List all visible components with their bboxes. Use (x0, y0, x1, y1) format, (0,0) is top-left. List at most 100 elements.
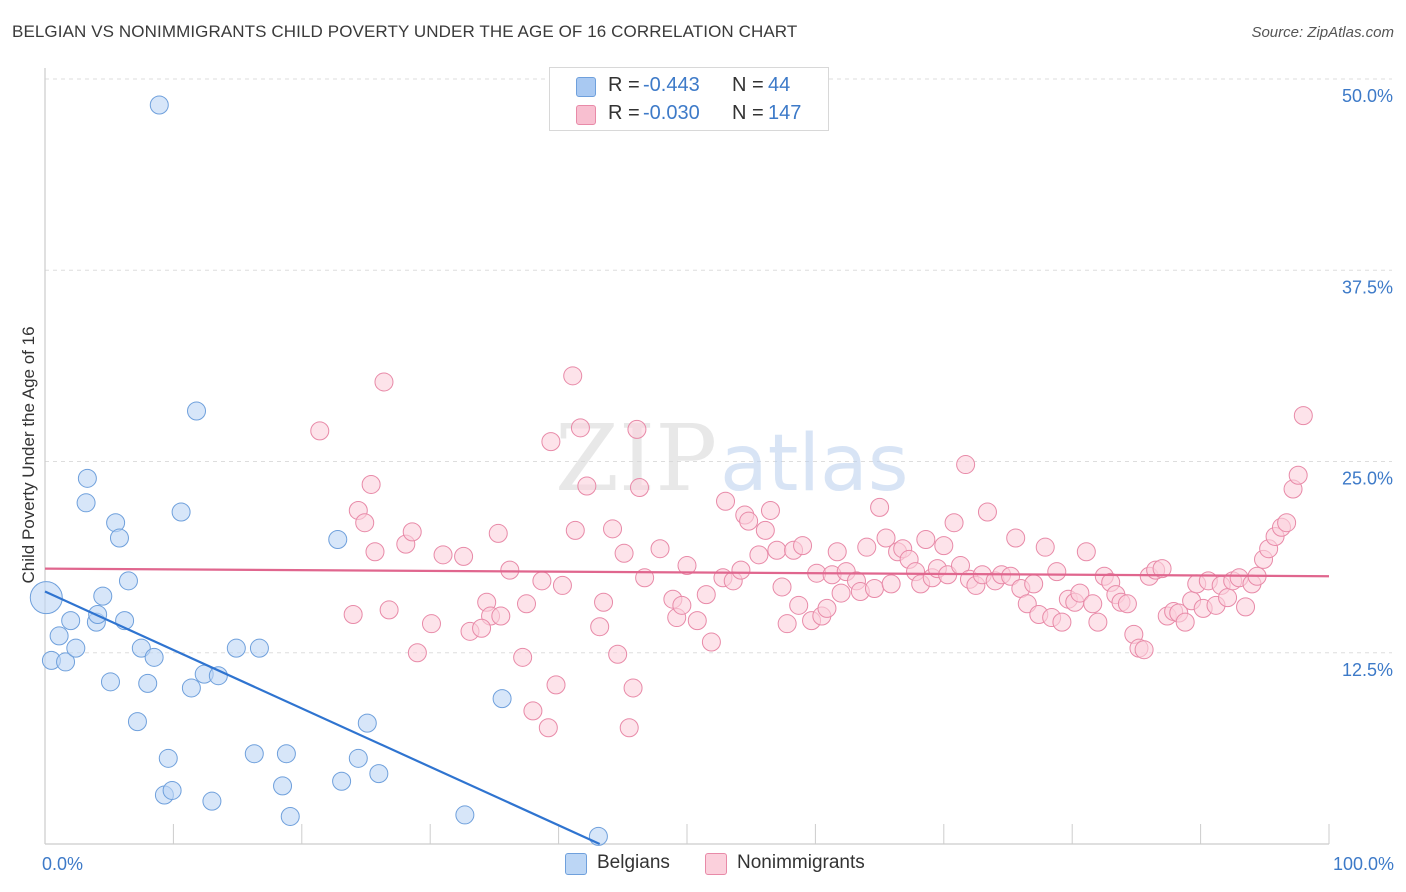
nonimmigrants-point (650, 539, 670, 559)
nonimmigrants-point (944, 513, 964, 533)
legend-r-label: R = (608, 74, 640, 96)
nonimmigrants-point (817, 598, 837, 618)
nonimmigrants-point (1047, 562, 1067, 582)
nonimmigrants-point (1006, 528, 1026, 548)
nonimmigrants-point (619, 718, 639, 738)
nonimmigrants-point (1024, 574, 1044, 594)
nonimmigrants-point (760, 500, 780, 520)
belgians-point (77, 468, 97, 488)
y-axis-title: Child Poverty Under the Age of 16 (19, 326, 38, 583)
nonimmigrants-point (590, 617, 610, 637)
belgians-point (348, 748, 368, 768)
legend-n-label: N = (732, 74, 764, 96)
chart-source: Source: ZipAtlas.com (1251, 24, 1394, 41)
nonimmigrants-point (355, 513, 375, 533)
belgians-point (56, 652, 76, 672)
nonimmigrants-point (857, 537, 877, 557)
belgians-point (138, 673, 158, 693)
nonimmigrants-point (577, 476, 597, 496)
y-tick-label: 12.5% (1342, 660, 1393, 680)
nonimmigrants-point (672, 595, 692, 615)
belgians-point (276, 744, 296, 764)
nonimmigrants-point (1070, 583, 1090, 603)
nonimmigrants-point (523, 701, 543, 721)
legend-row-nonimmigrants: R = -0.030 N = 147 (550, 100, 828, 128)
y-tick-label: 50.0% (1342, 86, 1393, 106)
nonimmigrants-point (374, 372, 394, 392)
belgians-point (244, 744, 264, 764)
nonimmigrants-point (1076, 542, 1096, 562)
nonimmigrants-point (870, 497, 890, 517)
nonimmigrants-point (739, 511, 759, 531)
nonimmigrants-point (772, 577, 792, 597)
nonimmigrants-point (517, 594, 536, 614)
nonimmigrants-point (1236, 597, 1256, 617)
nonimmigrants-point (603, 519, 623, 539)
nonimmigrants-point (827, 542, 847, 562)
nonimmigrants-point (977, 502, 997, 522)
y-tick-labels: 12.5% 25.0% 37.5% 50.0% (1342, 86, 1393, 680)
belgians-points (29, 95, 608, 846)
belgians-point (226, 638, 246, 658)
nonimmigrants-point (696, 585, 716, 605)
nonimmigrants-point (677, 556, 697, 576)
nonimmigrants-point (552, 575, 572, 595)
legend-n-value: 44 (768, 74, 791, 96)
belgians-point (280, 806, 300, 826)
nonimmigrants-point (500, 560, 520, 580)
x-tick-label-min: 0.0% (42, 854, 83, 874)
nonimmigrants-point (407, 643, 427, 663)
nonimmigrants-point (1277, 513, 1297, 533)
nonimmigrants-point (755, 520, 775, 540)
belgians-point (93, 586, 113, 606)
nonimmigrants-point (472, 618, 492, 638)
nonimmigrants-point (454, 546, 474, 566)
nonimmigrants-point (881, 574, 901, 594)
legend-swatch-nonimmigrants (576, 105, 596, 125)
nonimmigrants-point (343, 605, 363, 624)
belgians-point (131, 638, 151, 658)
nonimmigrants-point (1001, 566, 1021, 586)
correlation-legend: R = -0.443 N = 44 R = -0.030 N = 147 (549, 67, 829, 131)
belgians-point (149, 95, 169, 115)
belgians-point (328, 530, 348, 550)
nonimmigrants-point (488, 523, 508, 543)
nonimmigrants-point (629, 478, 649, 498)
x-tick-label-max: 100.0% (1333, 854, 1394, 874)
nonimmigrants-point (565, 520, 585, 540)
belgians-point (66, 638, 86, 658)
belgians-point (171, 502, 191, 522)
nonimmigrants-point (749, 545, 769, 565)
nonimmigrants-point (433, 545, 453, 565)
watermark-atlas: atlas (720, 419, 909, 509)
belgians-point (357, 713, 377, 733)
nonimmigrants-point (876, 528, 896, 548)
belgians-point (29, 581, 63, 615)
nonimmigrants-trendline (44, 567, 1330, 578)
nonimmigrants-point (831, 583, 851, 603)
nonimmigrants-point (767, 540, 787, 560)
belgians-point (76, 493, 96, 513)
nonimmigrants-point (1288, 465, 1308, 485)
belgians-point (61, 611, 81, 631)
nonimmigrants-point (1218, 588, 1238, 608)
axes (44, 68, 1330, 845)
legend-r-value: -0.030 (643, 102, 700, 124)
nonimmigrants-point (608, 644, 628, 664)
nonimmigrants-point (379, 600, 399, 620)
y-tick-label: 25.0% (1342, 469, 1393, 489)
nonimmigrants-point (864, 578, 884, 598)
belgians-point (100, 672, 120, 692)
belgians-point (144, 647, 164, 667)
belgians-point (158, 748, 178, 768)
nonimmigrants-point (701, 632, 721, 652)
nonimmigrants-point (716, 491, 736, 511)
nonimmigrants-point (627, 419, 647, 439)
belgians-point (109, 528, 129, 548)
nonimmigrants-point (1088, 612, 1108, 632)
legend-swatch-belgians (576, 77, 596, 97)
nonimmigrants-point (793, 536, 813, 556)
belgians-point (187, 401, 207, 421)
belgians-point (162, 780, 182, 800)
